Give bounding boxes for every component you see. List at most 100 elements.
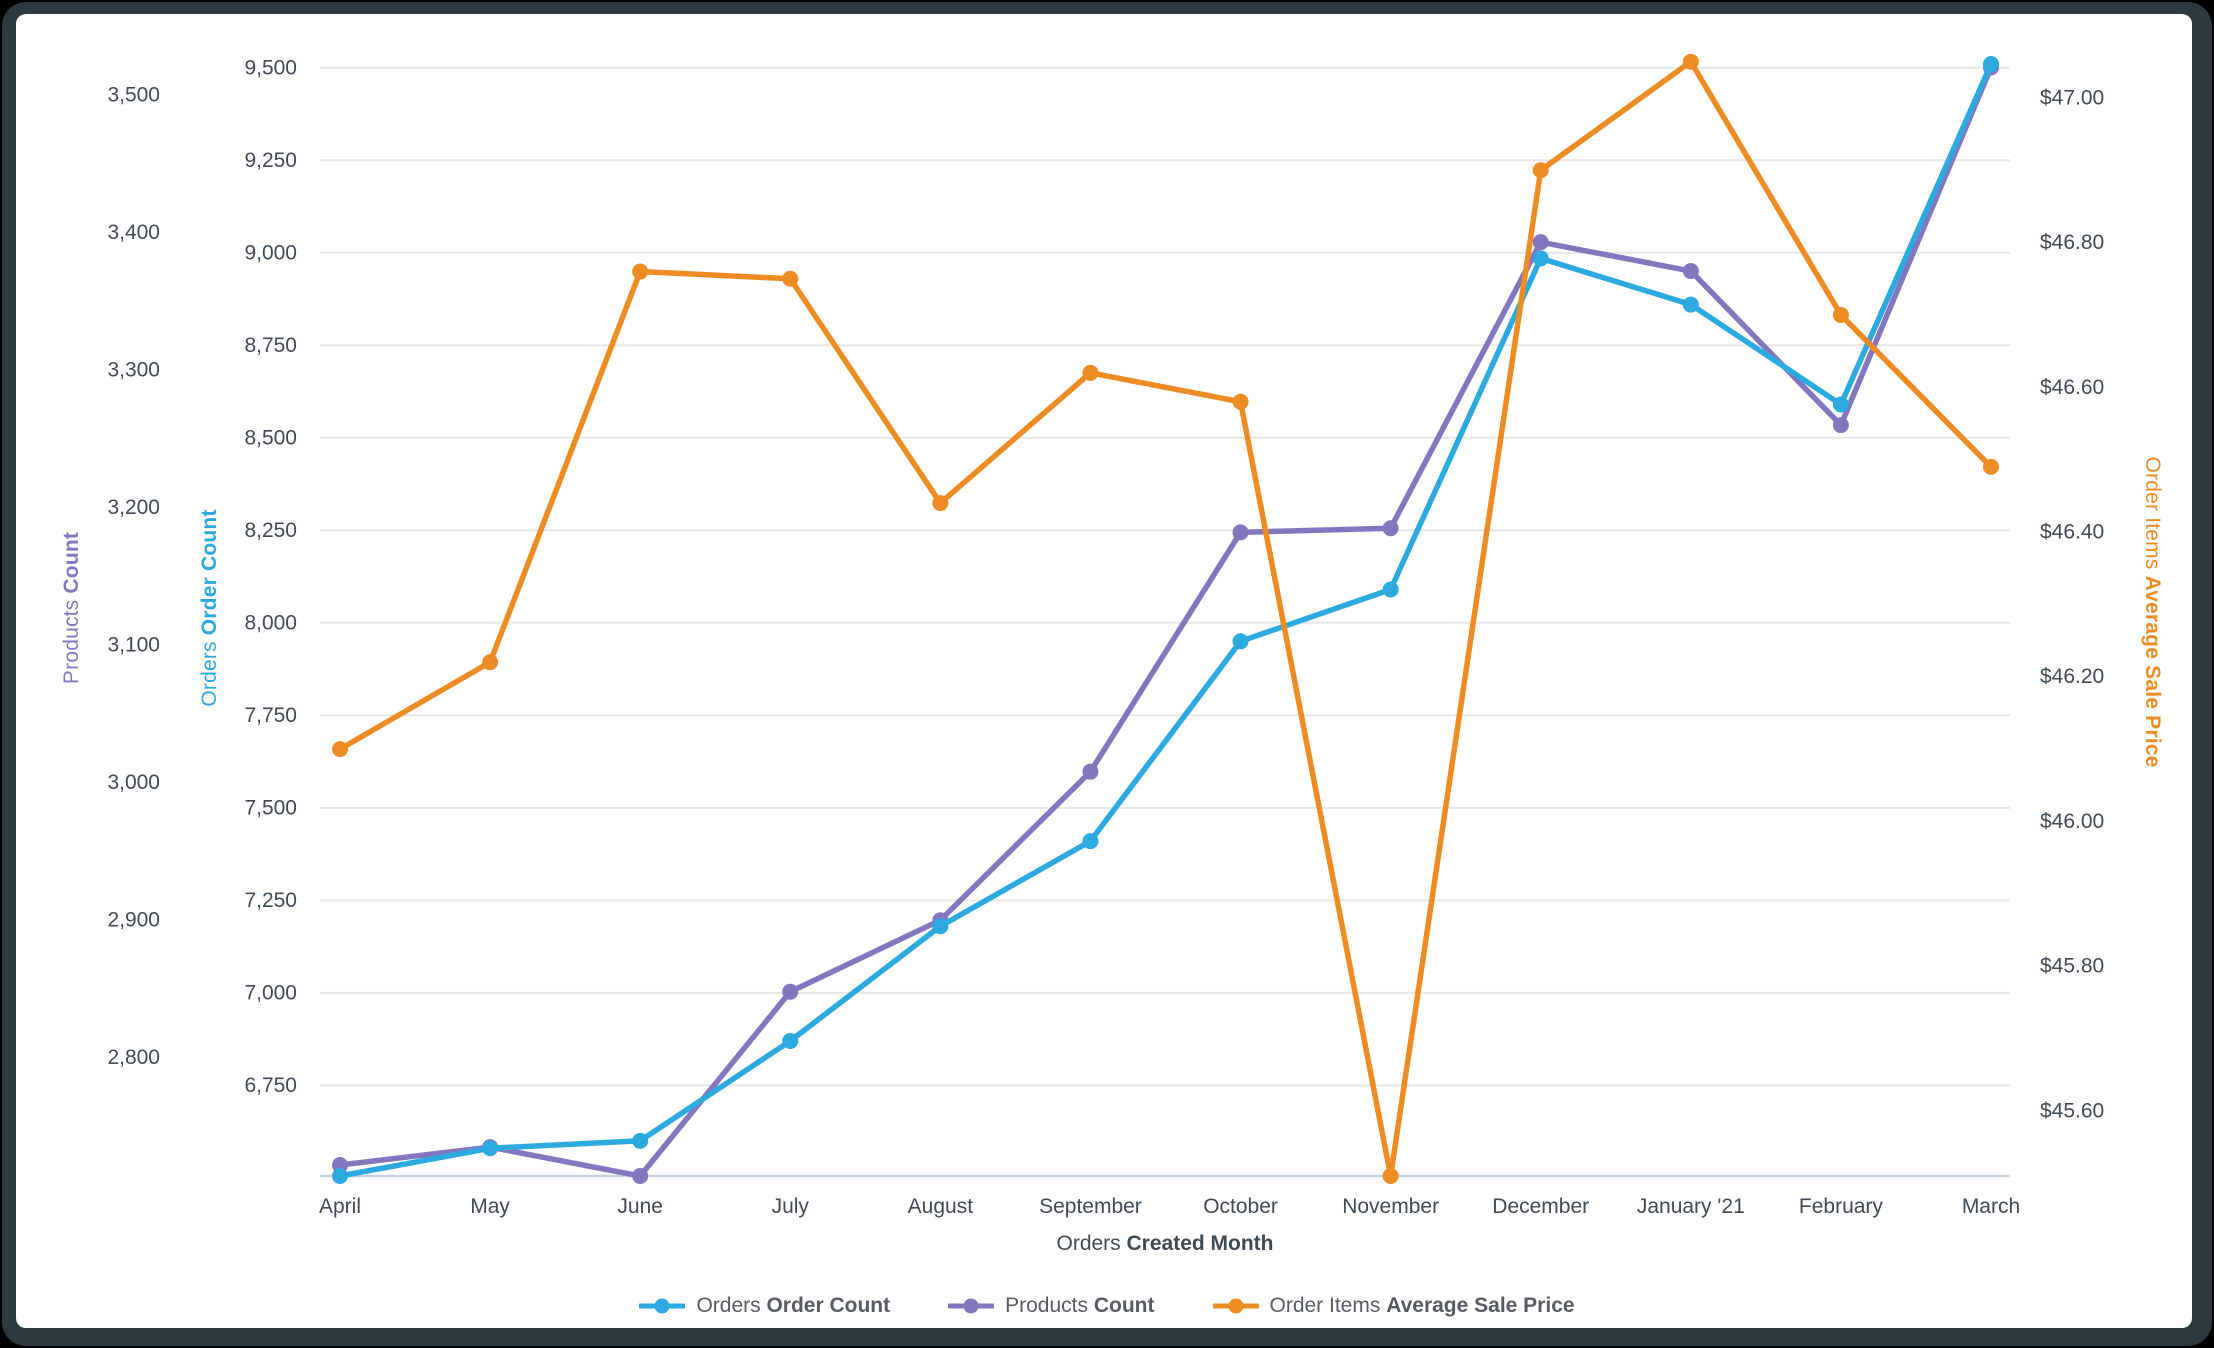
data-point-products-count[interactable] bbox=[1082, 763, 1099, 780]
tick-label-price: $46.00 bbox=[2040, 810, 2104, 833]
legend-marker-icon bbox=[1212, 1298, 1259, 1314]
legend-label-bold: Order Count bbox=[766, 1294, 891, 1317]
chart-legend: Orders Order Count Products Count Order It… bbox=[0, 1294, 2214, 1318]
data-point-order-items-average-sale-price[interactable] bbox=[1532, 162, 1549, 179]
x-tick-label: April bbox=[319, 1195, 361, 1218]
legend-label-regular: Products bbox=[1005, 1294, 1094, 1317]
tick-label-products: 3,300 bbox=[107, 359, 160, 382]
series-line-orders-order-count bbox=[337, 61, 1994, 1179]
data-point-order-items-average-sale-price[interactable] bbox=[1082, 364, 1099, 381]
legend-marker-icon bbox=[948, 1298, 995, 1314]
data-point-products-count[interactable] bbox=[1382, 520, 1399, 537]
tick-label-products: 3,200 bbox=[107, 496, 160, 519]
x-tick-label: March bbox=[1962, 1195, 2020, 1218]
data-point-orders-order-count[interactable] bbox=[1532, 250, 1549, 267]
legend-label-regular: Order Items bbox=[1269, 1294, 1387, 1317]
tick-label-orders: 9,500 bbox=[244, 56, 297, 79]
x-tick-label: February bbox=[1799, 1195, 1884, 1218]
tick-label-products: 3,100 bbox=[107, 634, 160, 657]
x-tick-label: May bbox=[470, 1195, 510, 1218]
chart-card bbox=[16, 14, 2192, 1328]
series-line-products-count bbox=[337, 64, 1994, 1179]
data-point-order-items-average-sale-price[interactable] bbox=[1682, 53, 1699, 70]
tick-label-price: $45.60 bbox=[2040, 1099, 2104, 1122]
data-point-orders-order-count[interactable] bbox=[482, 1140, 499, 1157]
tick-label-products: 2,900 bbox=[107, 909, 160, 932]
tick-label-price: $46.60 bbox=[2040, 376, 2104, 399]
tick-label-orders: 7,000 bbox=[244, 981, 297, 1004]
legend-label-regular: Orders bbox=[696, 1294, 767, 1317]
data-point-orders-order-count[interactable] bbox=[1232, 633, 1249, 650]
axis-title-products-count: Products Count bbox=[60, 532, 84, 684]
legend-item-order-items-average-sale-price[interactable]: Order Items Average Sale Price bbox=[1212, 1294, 1575, 1318]
x-axis-title-regular: Orders bbox=[1056, 1232, 1127, 1255]
x-axis-title-bold: Created Month bbox=[1126, 1232, 1274, 1255]
tick-label-price: $45.80 bbox=[2040, 955, 2104, 978]
x-tick-label: November bbox=[1342, 1195, 1439, 1218]
tick-label-orders: 8,750 bbox=[244, 334, 297, 357]
data-point-orders-order-count[interactable] bbox=[632, 1132, 649, 1149]
data-point-orders-order-count[interactable] bbox=[1983, 56, 1999, 73]
tick-label-orders: 8,250 bbox=[244, 519, 297, 542]
legend-label: Orders Order Count bbox=[696, 1294, 890, 1318]
data-point-orders-order-count[interactable] bbox=[1382, 581, 1399, 598]
data-point-orders-order-count[interactable] bbox=[332, 1168, 348, 1184]
data-point-order-items-average-sale-price[interactable] bbox=[632, 263, 649, 280]
legend-label: Products Count bbox=[1005, 1294, 1154, 1318]
data-point-products-count[interactable] bbox=[1232, 524, 1249, 541]
data-point-order-items-average-sale-price[interactable] bbox=[1983, 458, 1999, 475]
tick-label-orders: 8,500 bbox=[244, 426, 297, 449]
data-point-order-items-average-sale-price[interactable] bbox=[482, 654, 499, 671]
data-point-products-count[interactable] bbox=[332, 1156, 348, 1173]
data-point-orders-order-count[interactable] bbox=[1682, 296, 1699, 313]
tick-label-products: 2,800 bbox=[107, 1046, 160, 1069]
tick-label-price: $46.20 bbox=[2040, 665, 2104, 688]
data-point-order-items-average-sale-price[interactable] bbox=[932, 495, 949, 512]
legend-marker-icon bbox=[639, 1298, 686, 1314]
tick-label-products: 3,400 bbox=[107, 221, 160, 244]
series-line-order-items-average-sale-price bbox=[337, 58, 1994, 1179]
legend-label-bold: Count bbox=[1093, 1294, 1155, 1317]
legend-item-orders-order-count[interactable]: Orders Order Count bbox=[639, 1294, 890, 1318]
x-axis-title: Orders Created Month bbox=[1056, 1232, 1273, 1256]
data-point-orders-order-count[interactable] bbox=[1082, 833, 1099, 850]
tick-label-price: $46.40 bbox=[2040, 521, 2104, 544]
data-point-orders-order-count[interactable] bbox=[932, 918, 949, 935]
axis-title-products-regular: Products bbox=[60, 593, 83, 685]
legend-item-products-count[interactable]: Products Count bbox=[948, 1294, 1155, 1318]
tick-label-orders: 9,250 bbox=[244, 149, 297, 172]
data-point-products-count[interactable] bbox=[782, 983, 799, 1000]
data-point-products-count[interactable] bbox=[1682, 263, 1699, 280]
tick-label-products: 3,500 bbox=[107, 84, 160, 107]
x-tick-label: December bbox=[1492, 1195, 1589, 1218]
tick-label-price: $47.00 bbox=[2040, 86, 2104, 109]
tick-label-orders: 7,250 bbox=[244, 889, 297, 912]
x-tick-label: January '21 bbox=[1637, 1195, 1745, 1218]
data-point-order-items-average-sale-price[interactable] bbox=[1382, 1168, 1399, 1184]
data-point-products-count[interactable] bbox=[1832, 417, 1849, 434]
tick-label-orders: 7,750 bbox=[244, 704, 297, 727]
data-point-products-count[interactable] bbox=[1532, 234, 1549, 251]
data-point-products-count[interactable] bbox=[632, 1168, 649, 1184]
axis-title-products-bold: Count bbox=[60, 531, 83, 594]
axis-title-orders-bold: Order Count bbox=[198, 509, 221, 636]
axis-title-price-bold: Average Sale Price bbox=[2141, 575, 2164, 768]
data-point-order-items-average-sale-price[interactable] bbox=[1832, 306, 1849, 323]
data-point-order-items-average-sale-price[interactable] bbox=[1232, 393, 1249, 410]
data-point-order-items-average-sale-price[interactable] bbox=[332, 741, 348, 758]
data-point-order-items-average-sale-price[interactable] bbox=[782, 270, 799, 287]
axis-title-orders-regular: Orders bbox=[198, 635, 221, 707]
data-point-orders-order-count[interactable] bbox=[782, 1032, 799, 1049]
legend-label: Order Items Average Sale Price bbox=[1270, 1294, 1575, 1318]
axis-title-orders-order-count: Orders Order Count bbox=[198, 509, 222, 706]
tick-label-orders: 6,750 bbox=[244, 1074, 297, 1097]
data-point-orders-order-count[interactable] bbox=[1832, 396, 1849, 413]
tick-label-price: $46.80 bbox=[2040, 231, 2104, 254]
x-tick-label: June bbox=[617, 1195, 663, 1218]
x-tick-label: July bbox=[772, 1195, 810, 1218]
x-tick-label: September bbox=[1039, 1195, 1142, 1218]
legend-label-bold: Average Sale Price bbox=[1386, 1294, 1575, 1317]
tick-label-products: 3,000 bbox=[107, 771, 160, 794]
axis-title-price-regular: Order Items bbox=[2141, 456, 2164, 576]
